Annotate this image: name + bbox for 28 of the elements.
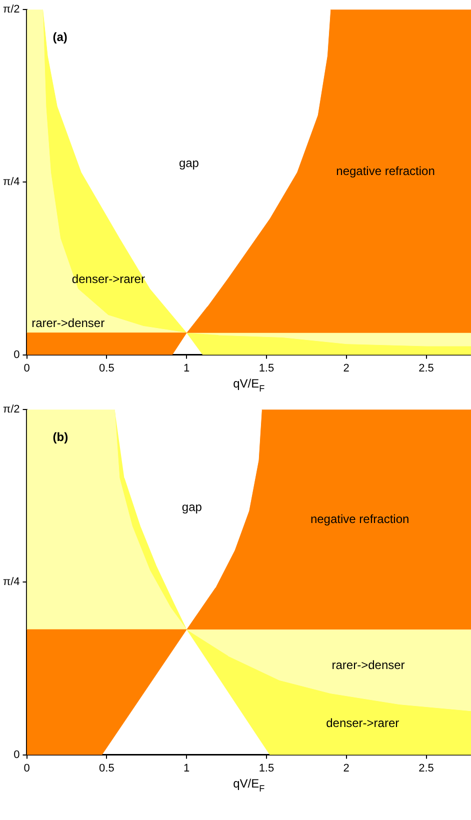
y-tick-label: π/4 <box>3 576 20 588</box>
x-tick-label: 1.5 <box>258 762 274 774</box>
x-tick-label: 0.5 <box>99 362 114 374</box>
y-tick-label: π/2 <box>3 404 20 416</box>
series-label: negative refraction <box>336 164 435 178</box>
series-label: gap <box>182 500 202 514</box>
x-tick-label: 0 <box>24 362 30 374</box>
series-label: rarer->denser <box>32 316 105 330</box>
y-tick-label: 0 <box>14 348 20 361</box>
series-label: denser->rarer <box>326 716 400 730</box>
x-tick-label: 2.5 <box>418 362 434 374</box>
series-label: gap <box>178 156 200 170</box>
x-tick-label: 1 <box>184 762 190 774</box>
x-tick-label: 1.5 <box>258 362 274 374</box>
annotation: (b) <box>52 430 68 444</box>
x-tick-label: 2.5 <box>418 762 434 774</box>
y-tick-label: 0 <box>14 748 20 761</box>
x-tick-label: 2 <box>343 762 350 774</box>
series-label: negative refraction <box>310 512 410 526</box>
y-tick-label: π/4 <box>3 176 20 188</box>
x-tick-label: 0.5 <box>99 762 114 774</box>
series-label: denser->rarer <box>72 272 145 286</box>
y-tick-label: π/2 <box>3 4 20 16</box>
x-tick-label: 0 <box>24 762 30 774</box>
x-tick-label: 2 <box>343 362 350 374</box>
x-tick-label: 1 <box>184 362 190 374</box>
series-label: rarer->denser <box>332 658 405 672</box>
annotation: (a) <box>52 30 68 44</box>
